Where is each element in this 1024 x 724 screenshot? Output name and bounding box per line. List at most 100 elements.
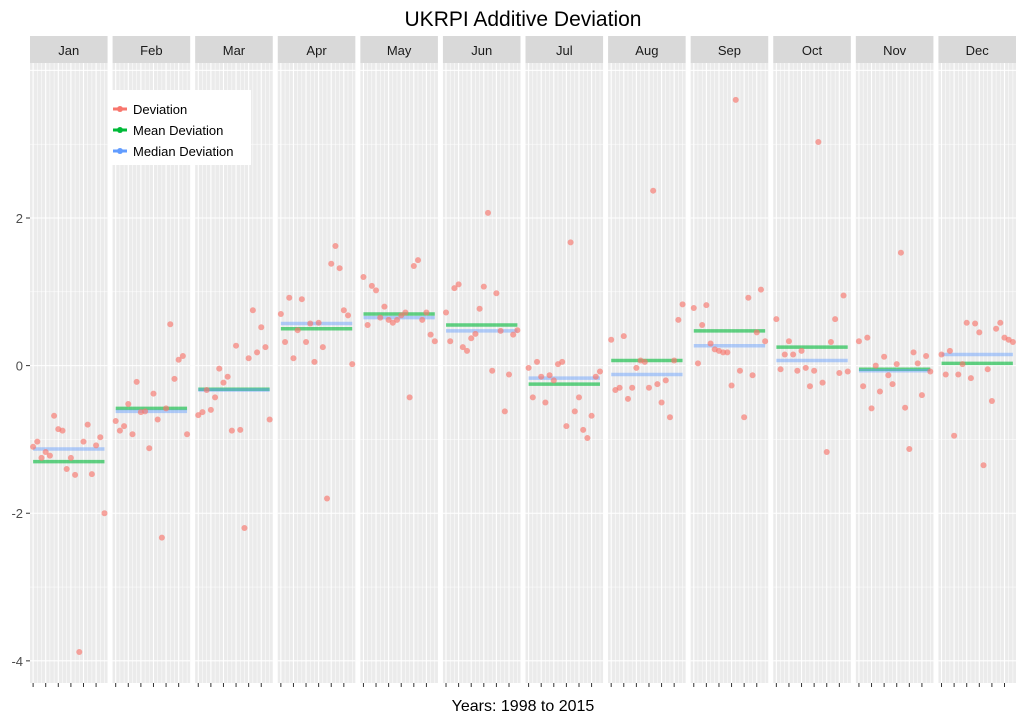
deviation-point (266, 416, 273, 423)
panel-background (277, 63, 356, 683)
deviation-point (402, 309, 409, 316)
legend: Deviation Mean Deviation Median Deviatio… (111, 90, 251, 165)
deviation-point (620, 333, 627, 340)
deviation-point (423, 309, 430, 316)
deviation-point (258, 324, 265, 331)
deviation-point (785, 338, 792, 345)
deviation-point (360, 274, 367, 281)
deviation-point (963, 319, 970, 326)
deviation-point (588, 412, 595, 419)
deviation-point (546, 372, 553, 379)
facet-strip-label: Aug (635, 43, 658, 58)
deviation-point (806, 383, 813, 390)
deviation-point (154, 416, 161, 423)
deviation-point (336, 265, 343, 272)
deviation-point (679, 301, 686, 308)
facet-strip (360, 36, 438, 63)
deviation-point (63, 465, 70, 472)
deviation-point (584, 434, 591, 441)
deviation-point (762, 338, 769, 345)
legend-key-median-point (117, 148, 123, 154)
deviation-point (923, 353, 930, 360)
deviation-point (497, 327, 504, 334)
facet-panel-mar: Mar (195, 36, 273, 687)
facet-strip-label: Apr (306, 43, 327, 58)
deviation-point (34, 438, 41, 445)
facet-strip-label: Jun (471, 43, 492, 58)
deviation-point (332, 243, 339, 250)
deviation-point (385, 316, 392, 323)
deviation-point (116, 427, 123, 434)
deviation-point (262, 344, 269, 351)
deviation-point (959, 361, 966, 368)
facet-panel-nov: Nov (855, 36, 934, 687)
deviation-point (645, 384, 652, 391)
deviation-point (819, 379, 826, 386)
deviation-point (389, 319, 396, 326)
deviation-point (514, 327, 521, 334)
deviation-point (319, 344, 326, 351)
deviation-point (203, 386, 210, 393)
deviation-point (349, 361, 356, 368)
facet-strip-label: Feb (140, 43, 162, 58)
deviation-point (707, 340, 714, 347)
deviation-point (171, 375, 178, 382)
legend-label-deviation: Deviation (133, 102, 187, 117)
facet-panel-feb: Feb (112, 36, 191, 687)
deviation-point (855, 338, 862, 345)
deviation-point (906, 446, 913, 453)
deviation-point (823, 448, 830, 455)
deviation-point (298, 296, 305, 303)
deviation-point (241, 525, 248, 531)
deviation-point (885, 372, 892, 379)
facet-strip-label: Oct (802, 43, 823, 58)
deviation-point (328, 260, 335, 267)
deviation-point (381, 303, 388, 310)
deviation-point (889, 381, 896, 388)
deviation-point (868, 405, 875, 412)
deviation-point (67, 454, 74, 461)
deviation-point (72, 471, 79, 478)
deviation-point (431, 338, 438, 345)
y-tick-label: 2 (16, 211, 23, 226)
panel-background (525, 63, 604, 683)
facet-panel-apr: Apr (277, 36, 356, 687)
facet-panel-jul: Jul (525, 36, 604, 687)
deviation-point (101, 510, 108, 517)
facet-strip-label: Jul (556, 43, 573, 58)
deviation-point (811, 367, 818, 374)
deviation-point (608, 336, 615, 343)
facet-strip (442, 36, 521, 63)
deviation-point (303, 339, 310, 345)
deviation-point (938, 351, 945, 358)
deviation-point (476, 305, 483, 312)
deviation-point (368, 282, 375, 289)
facet-strip (855, 36, 934, 63)
legend-label-mean: Mean Deviation (133, 123, 223, 138)
y-tick-label: 0 (16, 359, 23, 374)
facet-panel-oct: Oct (773, 36, 851, 687)
deviation-point (364, 322, 371, 329)
facet-strip (277, 36, 356, 63)
facet-panel-jun: Jun (442, 36, 521, 687)
deviation-point (493, 290, 500, 297)
deviation-point (781, 351, 788, 358)
deviation-point (485, 209, 492, 216)
legend-label-median: Median Deviation (133, 144, 233, 159)
deviation-point (277, 310, 284, 317)
deviation-point (844, 368, 851, 375)
deviation-point (864, 334, 871, 341)
facet-panel-jan: Jan (30, 36, 108, 687)
facet-strip-label: Sep (718, 43, 741, 58)
deviation-point (872, 362, 879, 369)
deviation-point (121, 423, 128, 430)
deviation-point (324, 495, 331, 502)
deviation-point (80, 438, 87, 445)
deviation-point (918, 392, 925, 399)
deviation-point (699, 322, 706, 329)
deviation-point (38, 454, 45, 461)
deviation-point (624, 395, 631, 402)
deviation-point (633, 364, 640, 371)
deviation-point (658, 399, 665, 406)
deviation-point (893, 361, 900, 368)
